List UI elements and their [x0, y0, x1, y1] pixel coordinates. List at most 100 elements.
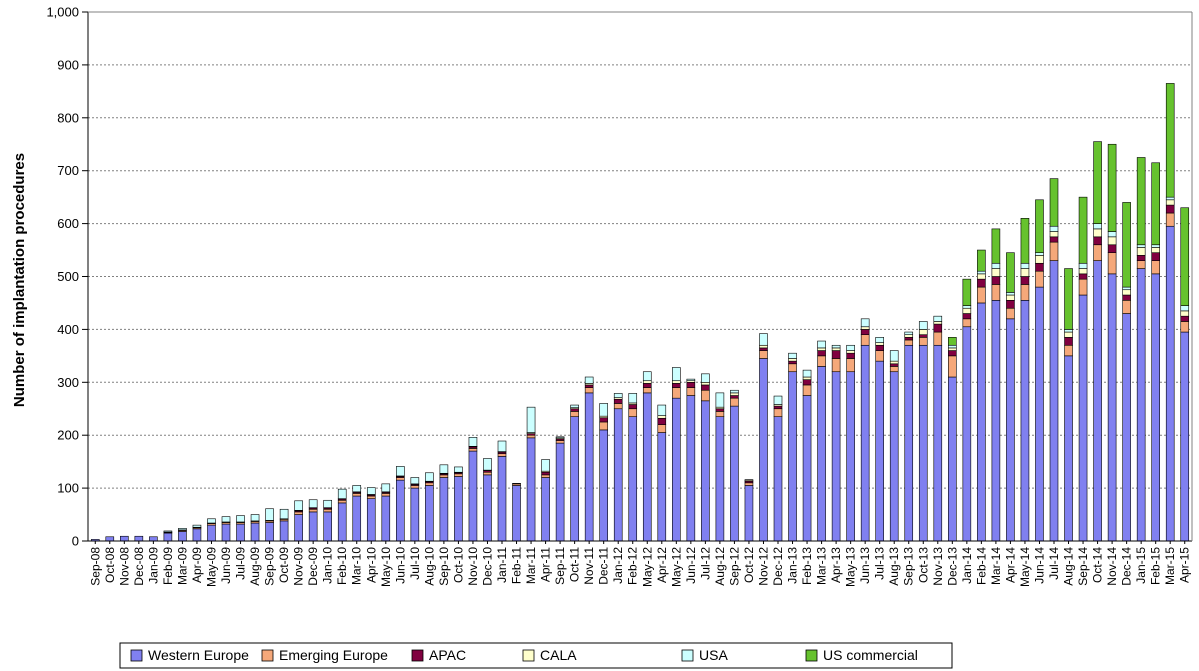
bar-segment — [468, 448, 478, 452]
bar-segment — [657, 417, 667, 425]
bar-segment — [701, 384, 710, 391]
bar-segment — [1180, 305, 1190, 312]
bar-segment — [817, 355, 826, 367]
x-tick-label: Nov-14 — [1105, 547, 1119, 586]
bar-segment — [1151, 162, 1160, 246]
bar-segment — [439, 474, 449, 478]
bar-segment — [962, 307, 972, 314]
bar-segment — [1035, 286, 1044, 542]
bar-segment — [555, 436, 565, 439]
bar-segment — [759, 358, 768, 542]
bar-segment — [875, 344, 884, 351]
bar-segment — [381, 495, 391, 542]
bar-segment — [904, 331, 914, 335]
bar-segment — [730, 395, 739, 399]
x-tick-label: May-12 — [640, 547, 654, 587]
bar-segment — [1006, 292, 1015, 296]
x-tick-label: May-12 — [669, 547, 683, 587]
bar-segment — [657, 432, 667, 542]
bar-segment — [454, 466, 463, 473]
bar-segment — [991, 268, 1001, 277]
bar-segment — [759, 350, 768, 359]
bar-segment — [642, 383, 652, 388]
bar-segment — [1093, 141, 1102, 224]
x-tick-label: Jan-15 — [1134, 547, 1148, 584]
bar-segment — [512, 485, 521, 542]
bar-segment — [1064, 355, 1073, 542]
bars — [90, 83, 1190, 542]
bar-segment — [672, 387, 681, 399]
bar-segment — [831, 371, 841, 542]
x-tick-label: Dec-11 — [597, 547, 611, 585]
bar-segment — [1122, 294, 1131, 301]
bar-segment — [192, 524, 202, 528]
bar-segment — [846, 352, 855, 359]
y-tick-label: 700 — [57, 163, 79, 178]
x-tick-label: Jul-10 — [408, 547, 422, 580]
bar-segment — [817, 366, 826, 542]
bar-segment — [773, 408, 783, 417]
bar-segment — [1020, 218, 1030, 264]
bar-segment — [715, 408, 725, 412]
bar-segment — [1020, 276, 1030, 285]
x-tick-label: Apr-12 — [655, 547, 669, 583]
bar-segment — [657, 404, 667, 416]
bar-segment — [715, 411, 725, 417]
bar-segment — [846, 344, 855, 351]
x-tick-label: Mar-15 — [1163, 547, 1177, 585]
bar-segment — [134, 535, 144, 542]
bar-segment — [468, 450, 478, 542]
x-tick-label: Nov-12 — [756, 547, 770, 586]
bar-segment — [1006, 252, 1015, 293]
x-tick-label: Apr-09 — [190, 547, 204, 583]
bar-segment — [889, 363, 899, 367]
bar-segment — [1107, 143, 1117, 232]
bar-segment — [744, 482, 754, 486]
bar-segment — [1107, 273, 1117, 542]
bar-segment — [904, 337, 914, 341]
x-tick-label: Sep-12 — [727, 547, 741, 586]
bar-segment — [396, 479, 405, 542]
bar-segment — [454, 473, 463, 477]
x-tick-label: Jul-14 — [1047, 547, 1061, 580]
bar-segment — [613, 393, 623, 398]
bar-segment — [918, 329, 928, 335]
axes — [82, 11, 1193, 544]
x-tick-label: Jul-09 — [234, 547, 248, 580]
bar-segment — [977, 302, 986, 542]
bar-segment — [701, 400, 710, 542]
bar-segment — [1165, 83, 1175, 198]
bar-segment — [178, 528, 187, 531]
bar-segment — [1078, 278, 1088, 296]
bar-segment — [599, 429, 608, 542]
bar-segment — [1136, 260, 1146, 269]
bar-segment — [1020, 262, 1030, 269]
bar-segment — [613, 398, 623, 404]
bar-segment — [701, 389, 710, 402]
bar-segment — [991, 262, 1001, 269]
bar-segment — [1122, 313, 1131, 542]
bar-segment — [207, 524, 216, 542]
bar-segment — [1006, 300, 1015, 309]
x-tick-label: Jan-11 — [495, 547, 509, 583]
bar-segment — [1078, 294, 1088, 542]
bar-segment — [1049, 260, 1059, 542]
legend-label: CALA — [540, 647, 577, 663]
bar-segment — [672, 397, 681, 542]
bar-segment — [918, 334, 928, 338]
bar-segment — [875, 342, 884, 346]
bar-segment — [1049, 241, 1059, 261]
x-tick-label: Jun-10 — [393, 547, 407, 584]
bar-segment — [541, 477, 550, 542]
bar-segment — [352, 485, 362, 493]
bar-segment — [1122, 286, 1131, 291]
x-tick-label: Aug-10 — [422, 547, 436, 586]
bar-segment — [1035, 252, 1044, 256]
x-tick-label: Sep-10 — [437, 547, 451, 586]
x-tick-label: Jan-14 — [960, 547, 974, 584]
bar-segment — [584, 387, 594, 394]
bar-segment — [1006, 307, 1015, 320]
bar-segment — [860, 326, 870, 330]
bar-segment — [396, 466, 405, 477]
legend-swatch — [805, 649, 818, 662]
